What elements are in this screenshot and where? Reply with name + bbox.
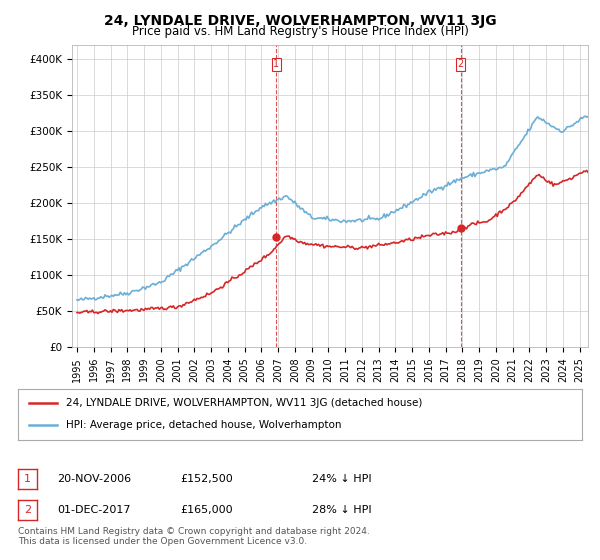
Text: £152,500: £152,500	[180, 474, 233, 484]
Text: 1: 1	[24, 474, 31, 484]
Text: 2: 2	[458, 59, 464, 69]
Text: 01-DEC-2017: 01-DEC-2017	[57, 505, 131, 515]
Text: Price paid vs. HM Land Registry's House Price Index (HPI): Price paid vs. HM Land Registry's House …	[131, 25, 469, 38]
Text: 24, LYNDALE DRIVE, WOLVERHAMPTON, WV11 3JG (detached house): 24, LYNDALE DRIVE, WOLVERHAMPTON, WV11 3…	[66, 398, 422, 408]
Text: Contains HM Land Registry data © Crown copyright and database right 2024.
This d: Contains HM Land Registry data © Crown c…	[18, 526, 370, 546]
Text: HPI: Average price, detached house, Wolverhampton: HPI: Average price, detached house, Wolv…	[66, 421, 341, 431]
Text: 24% ↓ HPI: 24% ↓ HPI	[312, 474, 371, 484]
Text: 28% ↓ HPI: 28% ↓ HPI	[312, 505, 371, 515]
Text: £165,000: £165,000	[180, 505, 233, 515]
Text: 20-NOV-2006: 20-NOV-2006	[57, 474, 131, 484]
Text: 1: 1	[274, 59, 280, 69]
Text: 2: 2	[24, 505, 31, 515]
Text: 24, LYNDALE DRIVE, WOLVERHAMPTON, WV11 3JG: 24, LYNDALE DRIVE, WOLVERHAMPTON, WV11 3…	[104, 14, 496, 28]
